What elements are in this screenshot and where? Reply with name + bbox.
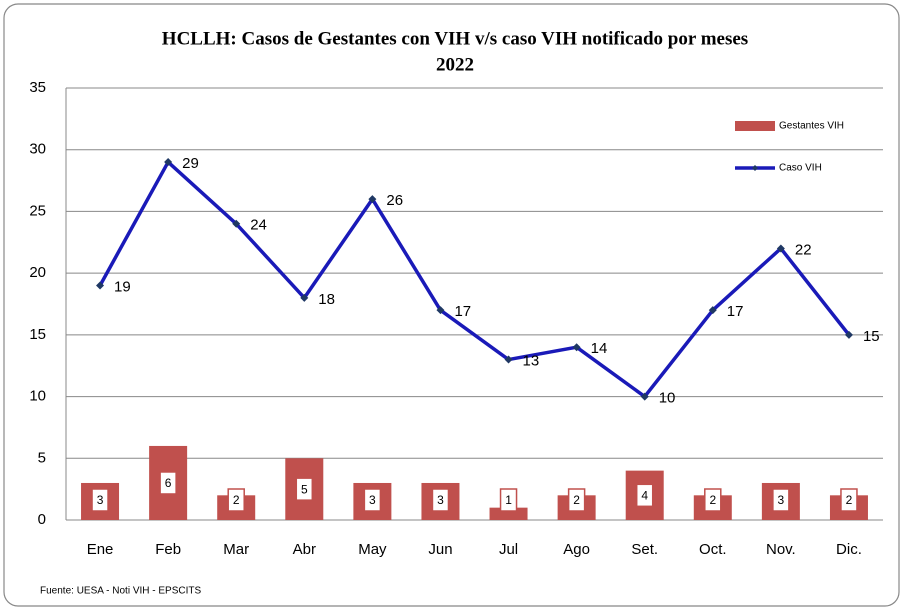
y-tick-label: 0	[38, 511, 46, 528]
point	[844, 330, 853, 339]
data-label: 22	[795, 241, 812, 258]
point	[300, 293, 309, 302]
data-label-box	[159, 471, 177, 495]
data-label: 15	[863, 328, 880, 345]
y-tick-label: 20	[29, 264, 46, 281]
x-tick-label: May	[358, 541, 387, 558]
data-label-box	[635, 483, 654, 508]
data-label: 2	[846, 493, 853, 507]
legend-label: Gestantes VIH	[779, 121, 844, 132]
point	[436, 306, 445, 315]
legend-label: Caso VIH	[779, 163, 822, 174]
data-label: 18	[318, 291, 335, 308]
y-tick-label: 10	[29, 388, 46, 405]
y-tick-label: 15	[29, 326, 46, 343]
point	[368, 195, 377, 204]
legend-swatch	[735, 121, 775, 131]
data-label: 3	[97, 493, 104, 507]
bar	[489, 507, 528, 520]
data-label: 4	[641, 488, 648, 502]
data-label-box	[295, 477, 314, 501]
x-tick-label: Oct.	[699, 541, 727, 558]
chart-title: 2022	[436, 54, 474, 75]
data-label: 3	[437, 493, 444, 507]
data-label-box	[431, 488, 450, 512]
source-note: Fuente: UESA - Noti VIH - EPSCITS	[40, 586, 201, 597]
x-tick-label: Abr	[293, 541, 316, 558]
x-tick-label: Jul	[499, 541, 518, 558]
data-label-box	[363, 488, 382, 512]
point	[640, 392, 649, 401]
x-tick-label: Set.	[631, 541, 658, 558]
data-label-box	[704, 488, 722, 512]
data-label-box	[499, 488, 518, 512]
point	[232, 219, 241, 228]
point	[776, 244, 785, 253]
y-tick-label: 35	[29, 79, 46, 96]
data-label: 1	[505, 493, 512, 507]
chart-border	[3, 3, 900, 607]
data-label: 3	[369, 493, 376, 507]
data-label-box	[91, 488, 109, 512]
data-label-box	[840, 488, 858, 512]
point	[164, 158, 173, 167]
data-label: 14	[591, 340, 608, 357]
data-label: 5	[301, 482, 308, 496]
data-label: 2	[233, 493, 240, 507]
point	[572, 343, 581, 352]
x-tick-label: Dic.	[836, 541, 862, 558]
x-tick-label: Feb	[155, 541, 181, 558]
y-tick-label: 5	[38, 449, 46, 466]
data-label: 24	[250, 217, 267, 234]
point	[708, 306, 717, 315]
y-tick-label: 30	[29, 141, 46, 158]
point	[96, 281, 105, 290]
data-label: 2	[573, 493, 580, 507]
data-label: 17	[454, 303, 471, 320]
line	[98, 160, 851, 399]
x-tick-label: Ene	[87, 541, 114, 558]
data-label: 10	[659, 390, 676, 407]
data-label-box	[772, 488, 790, 512]
data-label: 3	[778, 493, 785, 507]
x-tick-label: Jun	[428, 541, 452, 558]
data-label: 2	[709, 493, 716, 507]
data-label: 19	[114, 278, 131, 295]
data-label: 26	[386, 192, 403, 209]
data-label-box	[227, 488, 245, 512]
data-label: 13	[523, 353, 540, 370]
y-tick-label: 25	[29, 202, 46, 219]
point	[504, 355, 513, 364]
data-label: 29	[182, 155, 199, 172]
legend-marker	[752, 165, 758, 171]
data-label-box	[567, 488, 586, 512]
data-label: 17	[727, 303, 744, 320]
x-tick-label: Nov.	[766, 541, 796, 558]
data-label: 6	[165, 476, 172, 490]
x-tick-label: Ago	[563, 541, 590, 558]
x-tick-label: Mar	[223, 541, 249, 558]
chart-title: HCLLH: Casos de Gestantes con VIH v/s ca…	[162, 28, 748, 49]
